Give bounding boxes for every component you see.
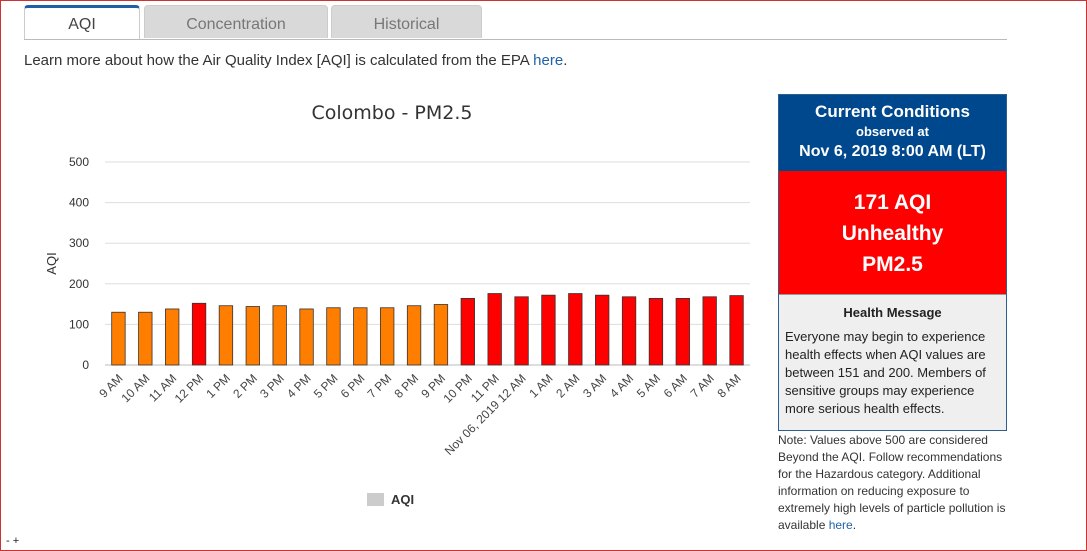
observed-label: observed at [856, 124, 929, 139]
x-tick-label: 10 PM [441, 371, 475, 405]
bar [460, 298, 475, 366]
tab-aqi[interactable]: AQI [24, 5, 140, 39]
health-message-box: Health Message Everyone may begin to exp… [779, 294, 1006, 430]
y-tick-label: 200 [69, 277, 89, 291]
bar [595, 294, 610, 366]
aqi-category: Unhealthy [841, 222, 944, 245]
bar [326, 307, 341, 366]
health-message-text: Everyone may begin to experience health … [785, 329, 986, 416]
x-tick-label: 2 AM [553, 371, 582, 400]
observed-datetime: Nov 6, 2019 8:00 AM (LT) [799, 143, 986, 160]
x-tick-label: 10 AM [118, 371, 152, 405]
bar [406, 305, 422, 366]
bar [111, 311, 126, 366]
x-tick-label: 5 AM [634, 371, 663, 400]
x-tick-label: 8 AM [714, 371, 743, 400]
bar [648, 298, 664, 366]
aqi-pollutant: PM2.5 [862, 253, 923, 276]
x-tick-label: 6 AM [661, 371, 690, 400]
y-tick-label: 500 [69, 155, 89, 169]
bar [272, 305, 287, 366]
x-tick-label: 3 AM [580, 371, 609, 400]
current-conditions-title: Current Conditions [815, 102, 970, 121]
aqi-status-box: 171 AQI Unhealthy PM2.5 [779, 171, 1006, 294]
aqi-note: Note: Values above 500 are considered Be… [778, 432, 1010, 534]
bar [702, 296, 717, 366]
note-suffix: . [852, 518, 857, 532]
bar [541, 294, 556, 366]
epa-link[interactable]: here [533, 52, 564, 69]
bar [487, 293, 502, 366]
intro-text: Learn more about how the Air Quality Ind… [24, 52, 567, 69]
note-text: Note: Values above 500 are considered Be… [778, 433, 1006, 532]
bar [675, 298, 690, 366]
x-tick-label: 4 AM [607, 371, 636, 400]
x-tick-label: 2 PM [230, 371, 260, 401]
tab-bar: AQI Concentration Historical [24, 5, 1007, 40]
bar [245, 306, 260, 366]
current-conditions-header: Current Conditions observed at Nov 6, 20… [779, 95, 1006, 171]
x-tick-label: 3 PM [257, 371, 287, 401]
bar [138, 311, 153, 366]
bar [514, 296, 529, 366]
bar [218, 305, 234, 366]
y-tick-label: 300 [69, 236, 89, 250]
intro-sentence: Learn more about how the Air Quality Ind… [24, 52, 534, 69]
x-tick-label: 6 PM [338, 371, 368, 401]
x-tick-label: 1 AM [526, 371, 555, 400]
bar [568, 293, 583, 366]
bar [433, 304, 449, 366]
y-tick-label: 0 [82, 358, 89, 372]
x-tick-label: 4 PM [284, 371, 314, 401]
chart-title: Colombo - PM2.5 [312, 102, 473, 124]
note-link[interactable]: here [828, 518, 853, 532]
health-message-title: Health Message [843, 305, 942, 320]
y-tick-label: 100 [69, 317, 89, 331]
x-tick-label: 8 PM [391, 371, 421, 401]
bar [729, 295, 744, 366]
bar [353, 307, 368, 366]
tab-concentration[interactable]: Concentration [144, 5, 328, 38]
intro-suffix: . [563, 52, 568, 69]
zoom-controls[interactable]: - + [6, 535, 20, 547]
bar [299, 308, 314, 366]
x-tick-label: 7 PM [365, 371, 395, 401]
bar [191, 302, 207, 366]
x-tick-label: 12 PM [172, 371, 206, 405]
x-tick-label: 7 AM [688, 371, 717, 400]
bar [621, 296, 637, 366]
y-axis-label: AQI [44, 252, 59, 274]
x-tick-label: 5 PM [311, 371, 341, 401]
y-tick-label: 400 [69, 196, 89, 210]
aqi-value: 171 AQI [853, 191, 932, 214]
bar [380, 307, 395, 366]
x-tick-label: 1 PM [203, 371, 233, 401]
legend-label: AQI [391, 492, 414, 507]
legend-swatch [367, 493, 384, 506]
current-conditions-panel: Current Conditions observed at Nov 6, 20… [778, 94, 1007, 431]
tab-historical[interactable]: Historical [331, 5, 482, 38]
bar [165, 308, 180, 366]
